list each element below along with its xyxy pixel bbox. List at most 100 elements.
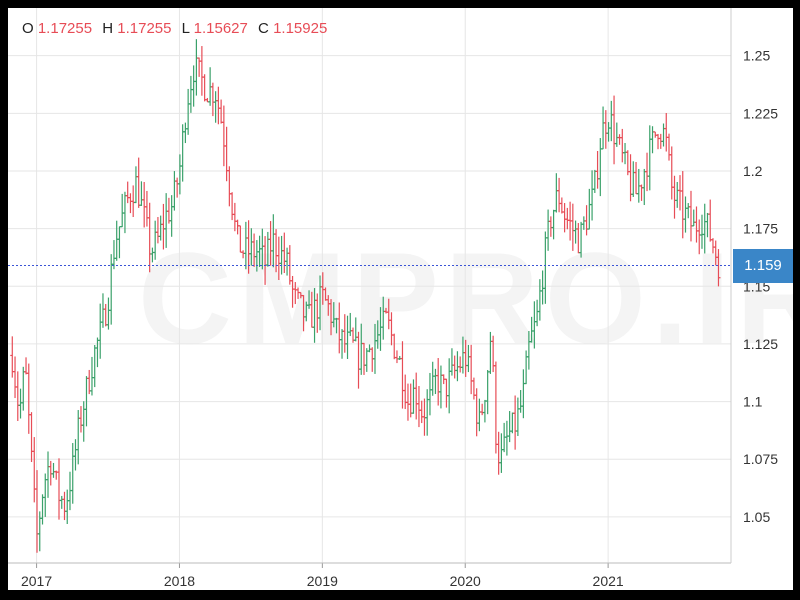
ohlc-bar: [694, 206, 699, 243]
ohlc-bar: [551, 209, 556, 240]
ohlc-bar: [133, 166, 138, 204]
ohlc-bar: [345, 315, 350, 359]
ohlc-bar: [546, 209, 551, 251]
ohlc-bar: [73, 439, 78, 471]
ohlc-bar: [620, 128, 625, 163]
ohlc-bar: [444, 378, 449, 408]
ohlc-bar: [507, 411, 512, 443]
ohlc-bar: [26, 363, 31, 434]
ohlc-bar: [672, 175, 677, 219]
x-tick-label: 2018: [164, 573, 195, 589]
y-tick-label: 1.25: [743, 48, 770, 64]
price-chart[interactable]: 1.051.0751.11.1251.151.1751.21.2251.2520…: [8, 8, 793, 590]
ohlc-bar: [293, 282, 298, 305]
ohlc-bar: [535, 299, 540, 327]
ohlc-bar: [362, 342, 367, 375]
ohlc-bar: [51, 462, 56, 478]
ohlc-bar: [197, 57, 202, 77]
ohlc-bar: [699, 214, 704, 249]
ohlc-bar: [403, 374, 408, 410]
ohlc-bar: [18, 388, 23, 419]
ohlc-bar: [686, 203, 691, 219]
ohlc-bar: [191, 65, 196, 107]
x-tick-label: 2021: [593, 573, 624, 589]
ohlc-bar: [661, 123, 666, 147]
ohlc-bar: [120, 193, 125, 228]
ohlc-bar: [713, 240, 718, 266]
ohlc-bar: [623, 143, 628, 165]
ohlc-bar: [554, 173, 559, 213]
ohlc-bar: [183, 122, 188, 144]
ohlc-bar: [394, 350, 399, 364]
ohlc-bar: [103, 303, 108, 327]
ohlc-bar: [136, 157, 141, 208]
ohlc-bar: [381, 296, 386, 340]
ohlc-bar: [562, 203, 567, 233]
ohlc-bar: [114, 220, 119, 261]
ohlc-readout: O 1.17255 H 1.17255 L 1.15627 C 1.15925: [22, 20, 333, 37]
ohlc-bar: [342, 314, 347, 353]
y-tick-label: 1.2: [743, 163, 763, 179]
ohlc-bar: [400, 341, 405, 409]
ohlc-bar: [241, 250, 246, 259]
ohlc-bar: [334, 317, 339, 334]
ohlc-bar: [307, 290, 312, 309]
ohlc-bar: [224, 126, 229, 182]
ohlc-bar: [491, 335, 496, 373]
ohlc-bar: [29, 412, 34, 463]
ohlc-bars-layer: [10, 39, 721, 553]
ohlc-bar: [65, 489, 70, 525]
ohlc-bar: [70, 443, 75, 504]
ohlc-bar: [260, 228, 265, 270]
axis-layer: 1.051.0751.11.1251.151.1751.21.2251.2520…: [8, 8, 778, 589]
ohlc-bar: [202, 74, 207, 102]
ohlc-bar: [603, 110, 608, 149]
ohlc-bar: [708, 199, 713, 242]
ohlc-bar: [95, 337, 100, 368]
ohlc-bar: [210, 82, 215, 117]
ohlc-bar: [257, 235, 262, 267]
ohlc-bar: [510, 412, 515, 434]
ohlc-bar: [499, 433, 504, 473]
ohlc-bar: [532, 301, 537, 349]
ohlc-bar: [24, 357, 29, 375]
ohlc-bar: [111, 240, 116, 270]
ohlc-bar: [617, 134, 622, 145]
ohlc-bar: [213, 91, 218, 123]
ohlc-bar: [482, 399, 487, 423]
ohlc-bar: [329, 299, 334, 336]
low-label: L: [181, 20, 190, 37]
ohlc-bar: [584, 205, 589, 236]
ohlc-bar: [411, 379, 416, 414]
ohlc-bar: [186, 88, 191, 135]
y-tick-label: 1.125: [743, 336, 778, 352]
ohlc-bar: [386, 298, 391, 330]
ohlc-bar: [513, 395, 518, 450]
ohlc-bar: [35, 470, 40, 553]
ohlc-bar: [427, 372, 432, 416]
ohlc-bar: [106, 297, 111, 330]
ohlc-bar: [447, 358, 452, 414]
chart-frame: CMPRO.IR 1.05 1.075 1.1 1.125 1.15 1.175 1.2 1.…: [8, 8, 793, 590]
ohlc-bar: [92, 344, 97, 388]
ohlc-bar: [249, 228, 254, 266]
ohlc-bar: [524, 350, 529, 385]
ohlc-bar: [595, 150, 600, 189]
ohlc-bar: [656, 133, 661, 150]
ohlc-bar: [480, 403, 485, 416]
open-label: O: [22, 20, 34, 37]
y-tick-label: 1.1: [743, 394, 763, 410]
ohlc-bar: [150, 247, 155, 263]
ohlc-bar: [367, 344, 372, 353]
ohlc-bar: [631, 161, 636, 197]
ohlc-bar: [458, 356, 463, 373]
ohlc-bar: [669, 146, 674, 200]
x-tick-label: 2017: [21, 573, 52, 589]
y-tick-label: 1.225: [743, 105, 778, 121]
ohlc-bar: [592, 169, 597, 193]
ohlc-bar: [153, 220, 158, 260]
ohlc-bar: [147, 202, 152, 273]
ohlc-bar: [370, 347, 375, 372]
ohlc-bar: [268, 221, 273, 266]
ohlc-bar: [463, 339, 468, 377]
